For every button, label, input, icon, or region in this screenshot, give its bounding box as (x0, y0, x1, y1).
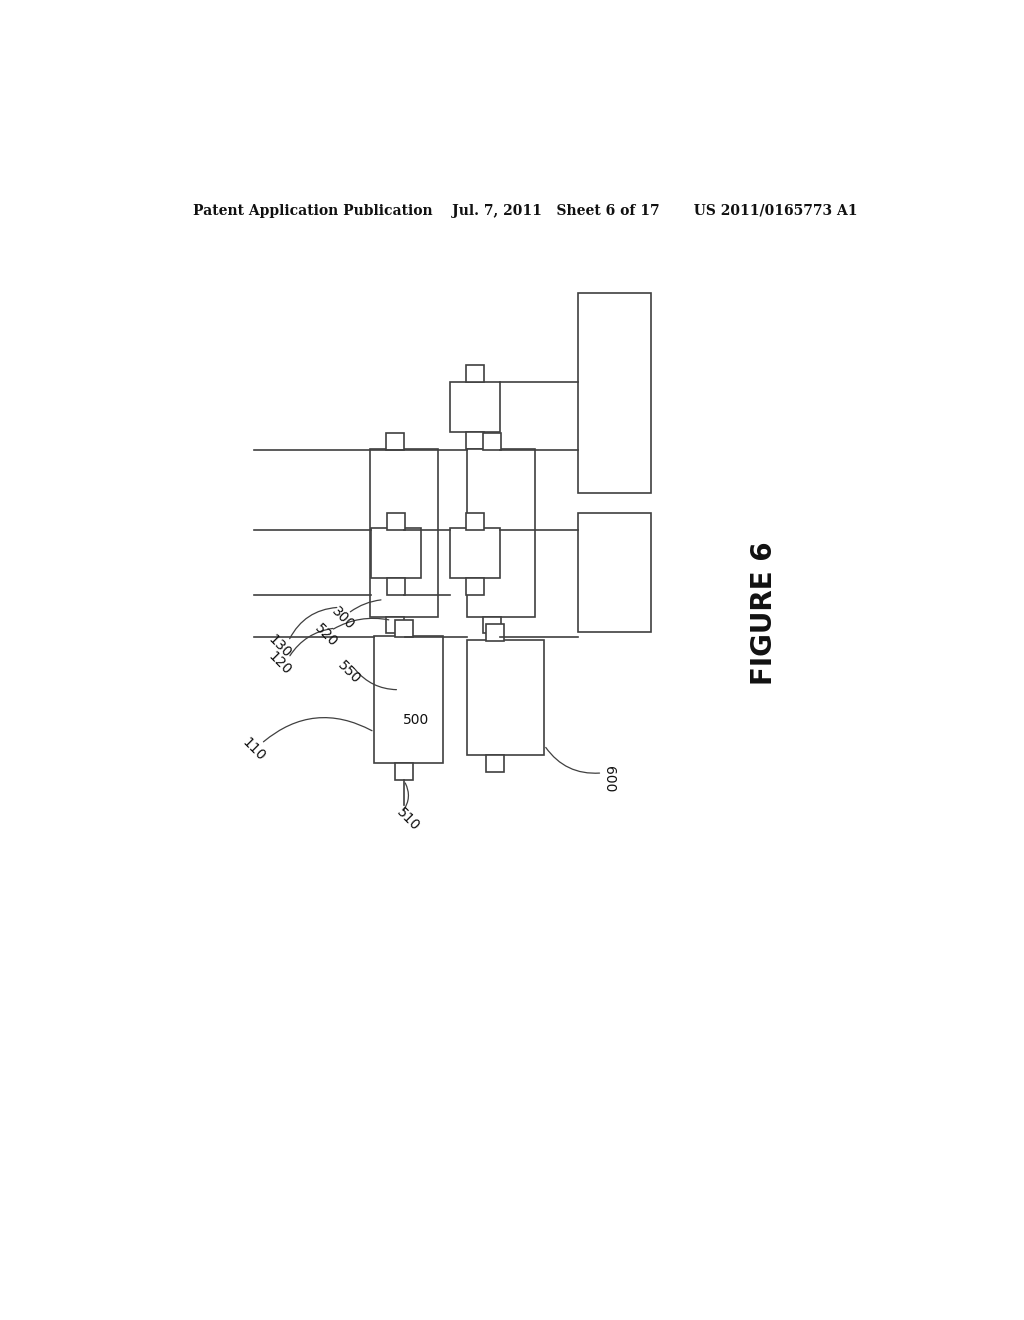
FancyBboxPatch shape (578, 293, 651, 494)
FancyBboxPatch shape (483, 616, 501, 634)
Text: 300: 300 (330, 605, 357, 634)
FancyBboxPatch shape (486, 755, 504, 772)
Text: 600: 600 (601, 766, 615, 792)
FancyBboxPatch shape (395, 763, 414, 780)
FancyBboxPatch shape (450, 381, 500, 432)
Text: 500: 500 (403, 714, 429, 727)
FancyBboxPatch shape (386, 433, 403, 450)
FancyBboxPatch shape (467, 449, 535, 616)
FancyBboxPatch shape (466, 512, 483, 529)
FancyBboxPatch shape (395, 620, 414, 638)
FancyBboxPatch shape (371, 528, 421, 578)
Text: Patent Application Publication    Jul. 7, 2011   Sheet 6 of 17       US 2011/016: Patent Application Publication Jul. 7, 2… (193, 203, 857, 218)
Text: 550: 550 (335, 659, 364, 686)
FancyBboxPatch shape (466, 432, 483, 449)
FancyBboxPatch shape (450, 528, 500, 578)
FancyBboxPatch shape (578, 512, 651, 632)
Text: 110: 110 (240, 735, 268, 764)
FancyBboxPatch shape (466, 364, 483, 381)
Text: FIGURE 6: FIGURE 6 (750, 541, 777, 685)
Text: 130: 130 (265, 632, 294, 661)
FancyBboxPatch shape (483, 433, 501, 450)
FancyBboxPatch shape (386, 616, 403, 634)
FancyBboxPatch shape (375, 636, 442, 763)
FancyBboxPatch shape (370, 449, 438, 616)
FancyBboxPatch shape (467, 640, 544, 755)
FancyBboxPatch shape (387, 578, 404, 595)
FancyBboxPatch shape (486, 624, 504, 642)
FancyBboxPatch shape (387, 512, 404, 529)
FancyBboxPatch shape (466, 578, 483, 595)
Text: 510: 510 (394, 805, 423, 833)
Text: 520: 520 (311, 622, 340, 649)
Text: 120: 120 (265, 649, 294, 677)
